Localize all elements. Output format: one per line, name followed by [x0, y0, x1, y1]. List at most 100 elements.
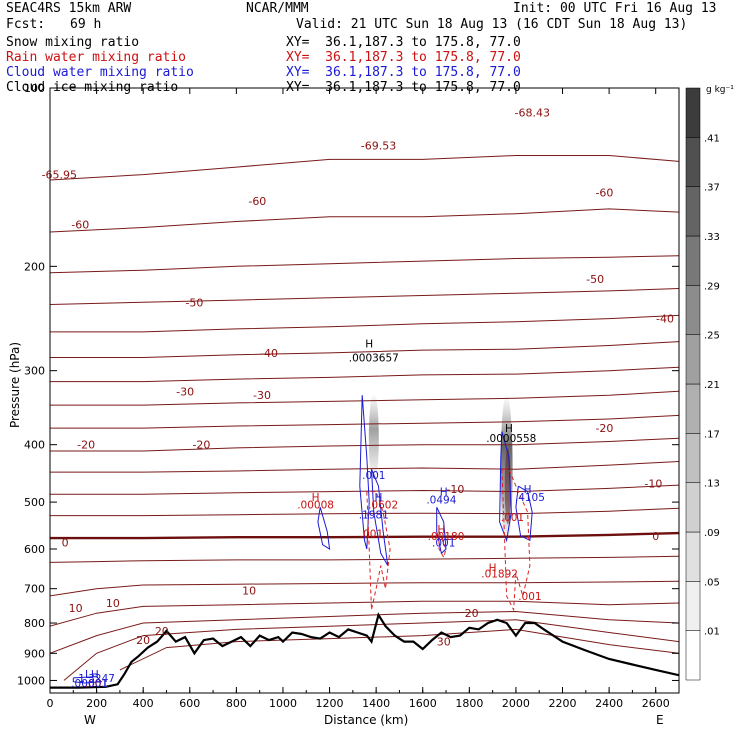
model-name: SEAC4RS 15km ARW: [6, 1, 132, 16]
temperature-contour--45: [50, 314, 679, 333]
colorbar-tick-label: .29: [704, 281, 720, 292]
organization: NCAR/MMM: [246, 1, 309, 16]
temperature-label: -40: [260, 347, 278, 360]
temperature-label: -69.53: [361, 139, 396, 152]
temperature-label: -10: [644, 477, 662, 490]
max-value-label: .4105: [515, 492, 545, 504]
colorbar-bin: [685, 531, 701, 582]
temperature-label: 0: [652, 530, 659, 543]
temperature-label: -65.95: [42, 169, 77, 182]
temperature-label: -10: [446, 483, 464, 496]
temperature-contour--60: [50, 208, 679, 233]
temperature-contour--15: [50, 461, 679, 473]
field-xy-snow: XY= 36.1,187.3 to 175.8, 77.0: [286, 35, 521, 50]
temperature-label: -20: [192, 439, 210, 452]
temperature-label: -30: [176, 385, 194, 398]
rain-water-contour-3: [438, 531, 447, 559]
max-value-label: .0494: [426, 495, 456, 507]
max-value-label: .001: [362, 470, 385, 482]
temperature-label: 30: [437, 636, 451, 649]
temperature-contour-30: [119, 628, 679, 671]
temperature-label: -20: [77, 439, 95, 452]
rain-water-contour-1: [366, 491, 391, 610]
field-xy-rain: XY= 36.1,187.3 to 175.8, 77.0: [286, 50, 521, 65]
y-tick-label: 1000: [17, 674, 45, 687]
max-value-label: .00008: [297, 500, 334, 512]
temperature-contour--30: [50, 390, 679, 406]
y-tick-label: 300: [24, 365, 45, 378]
colorbar-tick-label: .33: [704, 232, 720, 243]
y-tick-label: 900: [24, 647, 45, 660]
forecast-hour: 69 h: [70, 17, 102, 32]
max-value-label: .01892: [481, 569, 518, 581]
temperature-label: 10: [242, 585, 256, 598]
max-value-label: .001: [85, 678, 108, 690]
colorbar-bin: [685, 285, 701, 335]
cloud-water-contour-4: [436, 506, 447, 555]
colorbar-tick-label: .37: [704, 183, 720, 194]
rain-water-contour-2: [501, 468, 531, 612]
max-value-label: .001: [432, 537, 455, 549]
x-tick-label: 2200: [549, 697, 577, 710]
max-value-label: H: [505, 423, 513, 435]
x-tick-label: 400: [133, 697, 154, 710]
x-tick-label: 1600: [409, 697, 437, 710]
colorbar-tick-label: .41: [704, 133, 720, 144]
forecast-label: Fcst:: [6, 17, 46, 32]
y-tick-label: 200: [24, 260, 45, 273]
max-value-label: .0602: [368, 500, 398, 512]
max-value-label: .00001: [71, 678, 108, 690]
max-value-label: .001: [501, 512, 524, 524]
temperature-label: -50: [185, 296, 203, 309]
colorbar-bin: [685, 137, 701, 187]
colorbar-bin: [685, 186, 701, 237]
max-value-label: .1981: [359, 510, 389, 522]
colorbar-tick-label: .09: [704, 528, 720, 539]
terrain-line: [50, 612, 679, 689]
plot-frame: [49, 87, 680, 694]
temperature-contour--10: [50, 484, 679, 495]
temperature-label: -50: [586, 273, 604, 286]
field-name-cloud-water: Cloud water mixing ratio: [6, 65, 194, 80]
temperature-contour--65: [50, 155, 679, 181]
y-tick-label: 100: [24, 82, 45, 95]
x-tick-label: 1400: [362, 697, 390, 710]
temperature-label: 10: [69, 602, 83, 615]
max-value-label: H: [489, 563, 497, 575]
temperature-label: -60: [248, 195, 266, 208]
colorbar-tick-label: .01: [704, 627, 720, 638]
valid-time: Valid: 21 UTC Sun 18 Aug 13 (16 CDT Sun …: [296, 17, 688, 32]
max-value-label: H: [437, 524, 445, 536]
temperature-contour--5: [50, 507, 679, 517]
x-tick-label: 800: [226, 697, 247, 710]
x-tick-label: 200: [86, 697, 107, 710]
west-label: W: [84, 713, 96, 727]
colorbar-bin: [685, 433, 701, 483]
x-tick-label: 1000: [269, 697, 297, 710]
cloud-water-contour-6: [515, 485, 533, 542]
temperature-contour--20: [50, 437, 679, 452]
colorbar-bin: [685, 235, 701, 286]
temperature-contour-20: [50, 610, 679, 654]
temperature-contour-10: [50, 580, 679, 597]
colorbar-bin: [685, 334, 701, 385]
max-value-label: H: [524, 484, 532, 496]
x-tick-label: 600: [179, 697, 200, 710]
east-label: E: [656, 713, 664, 727]
cloud-water-contour-1: [359, 395, 370, 550]
temperature-contour-25: [63, 619, 679, 681]
colorbar-bin: [685, 482, 701, 533]
colorbar-bin: [685, 383, 701, 434]
temperature-label: -60: [595, 186, 613, 199]
temperature-contour-0: [50, 531, 679, 540]
max-value-label: .001: [360, 529, 383, 541]
colorbar-bin: [685, 87, 701, 138]
temperature-label: -60: [71, 219, 89, 232]
y-tick-label: 800: [24, 617, 45, 630]
max-value-label: LH: [85, 669, 99, 681]
x-axis-label: Distance (km): [324, 713, 409, 727]
y-tick-label: 600: [24, 543, 45, 556]
field-xy-cloud-water: XY= 36.1,187.3 to 175.8, 77.0: [286, 65, 521, 80]
temperature-label: -40: [656, 313, 674, 326]
